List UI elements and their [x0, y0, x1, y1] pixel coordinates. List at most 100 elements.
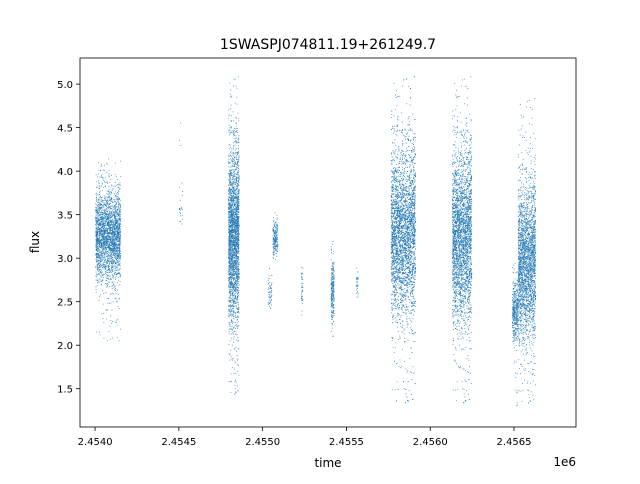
- data-point: [105, 244, 107, 246]
- data-point: [238, 250, 240, 252]
- data-point: [231, 197, 233, 199]
- data-point: [108, 217, 109, 219]
- data-point: [111, 222, 113, 224]
- data-point: [231, 277, 233, 279]
- data-point: [237, 315, 239, 317]
- data-point: [233, 146, 234, 148]
- data-point: [234, 261, 236, 262]
- data-point: [232, 266, 234, 268]
- data-point: [105, 199, 106, 201]
- data-point: [110, 191, 112, 193]
- data-point: [102, 290, 104, 291]
- data-point: [117, 233, 118, 235]
- data-point: [112, 238, 114, 240]
- data-point: [104, 211, 105, 213]
- data-point: [236, 223, 238, 225]
- data-point: [118, 256, 120, 258]
- data-point: [105, 249, 107, 251]
- data-point: [108, 225, 110, 226]
- data-point: [115, 253, 117, 255]
- data-point: [96, 243, 98, 244]
- data-point: [235, 148, 237, 149]
- data-point: [107, 240, 109, 242]
- data-point: [98, 254, 100, 256]
- data-point: [237, 282, 239, 284]
- data-point: [237, 202, 239, 204]
- data-point: [100, 283, 102, 285]
- data-point: [101, 244, 102, 246]
- data-point: [236, 177, 238, 179]
- data-point: [229, 239, 231, 241]
- data-point: [110, 224, 112, 225]
- data-point: [99, 206, 100, 208]
- data-point: [232, 187, 234, 189]
- data-point: [238, 290, 240, 292]
- data-point: [234, 235, 236, 236]
- data-point: [229, 324, 231, 326]
- data-point: [229, 176, 231, 178]
- data-point: [117, 230, 119, 232]
- data-point: [233, 295, 235, 296]
- data-point: [113, 283, 114, 285]
- data-point: [115, 290, 116, 291]
- data-point: [108, 331, 110, 332]
- data-point: [229, 290, 231, 292]
- data-point: [100, 163, 102, 165]
- data-point: [232, 261, 234, 263]
- data-point: [98, 213, 100, 215]
- data-point: [229, 144, 231, 146]
- data-point: [119, 275, 121, 277]
- data-point: [98, 187, 100, 189]
- data-point: [106, 181, 108, 183]
- data-point: [234, 232, 236, 234]
- data-point: [100, 261, 101, 262]
- data-point: [235, 266, 237, 268]
- data-point: [98, 253, 99, 255]
- data-point: [231, 225, 233, 227]
- data-point: [229, 353, 231, 355]
- data-point: [97, 209, 99, 211]
- data-point: [236, 243, 238, 245]
- data-point: [115, 245, 117, 247]
- data-point: [105, 228, 106, 229]
- data-point: [117, 192, 119, 194]
- data-point: [237, 324, 239, 326]
- data-point: [235, 222, 237, 223]
- data-point: [229, 205, 231, 207]
- data-point: [231, 236, 233, 238]
- data-point: [236, 250, 238, 252]
- data-point: [237, 280, 238, 282]
- data-point: [107, 190, 109, 192]
- data-point: [230, 156, 232, 158]
- data-point: [238, 159, 240, 161]
- data-point: [236, 125, 237, 127]
- data-point: [238, 281, 240, 282]
- data-point: [112, 321, 114, 322]
- data-point: [235, 287, 237, 289]
- data-point: [238, 264, 240, 266]
- data-point: [229, 177, 231, 179]
- data-point: [232, 285, 233, 287]
- data-point: [109, 253, 111, 255]
- data-point: [235, 117, 237, 118]
- data-point: [96, 207, 98, 209]
- data-point: [118, 269, 120, 271]
- data-point: [112, 234, 114, 236]
- data-point: [237, 235, 239, 237]
- data-point: [119, 221, 121, 223]
- data-point: [104, 197, 106, 198]
- data-point: [119, 202, 121, 204]
- data-point: [117, 186, 119, 188]
- data-point: [103, 228, 105, 230]
- data-point: [106, 229, 108, 231]
- data-point: [232, 306, 234, 307]
- data-point: [230, 258, 232, 260]
- data-point: [230, 218, 232, 220]
- data-point: [119, 226, 120, 228]
- data-point: [228, 280, 230, 281]
- data-point: [229, 292, 231, 294]
- data-point: [106, 238, 108, 240]
- data-point: [232, 208, 234, 210]
- data-point: [101, 218, 103, 220]
- data-point: [109, 191, 111, 193]
